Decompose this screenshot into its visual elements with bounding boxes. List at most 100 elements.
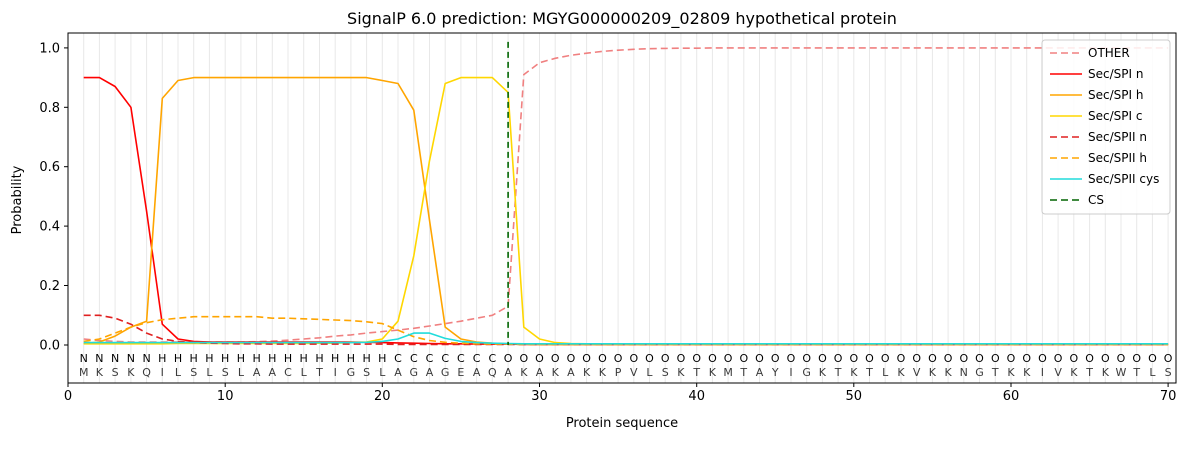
region-letter: O <box>755 352 764 365</box>
region-letter: O <box>787 352 796 365</box>
series-line-sec-spi-n <box>83 76 1169 346</box>
region-letter: O <box>849 352 858 365</box>
region-letter: O <box>519 352 528 365</box>
region-letter: O <box>661 352 670 365</box>
x-axis-label: Protein sequence <box>566 416 678 431</box>
region-letter: O <box>818 352 827 365</box>
series-line-sec-spii-cys <box>83 332 1169 345</box>
residue-letter: A <box>756 366 764 379</box>
region-letter: O <box>1022 352 1031 365</box>
y-tick-label: 0.2 <box>39 279 60 294</box>
residue-letter: L <box>175 366 182 379</box>
region-letter: C <box>473 352 481 365</box>
y-tick-label: 0.0 <box>39 339 60 354</box>
residue-letter: A <box>253 366 261 379</box>
residue-letter: K <box>552 366 560 379</box>
residue-letter: C <box>284 366 292 379</box>
region-letter: O <box>928 352 937 365</box>
region-letter: O <box>692 352 701 365</box>
legend-item-label: Sec/SPI n <box>1088 67 1143 81</box>
x-tick-label: 30 <box>531 389 548 404</box>
region-letter: O <box>1038 352 1047 365</box>
region-letter: H <box>284 352 292 365</box>
region-letter: O <box>708 352 717 365</box>
residue-letter: A <box>426 366 434 379</box>
region-letter: C <box>457 352 465 365</box>
region-letter: H <box>158 352 166 365</box>
region-letter: O <box>1069 352 1078 365</box>
residue-letter: L <box>238 366 245 379</box>
region-letter: O <box>1148 352 1157 365</box>
region-letter: H <box>237 352 245 365</box>
series-line-sec-spi-h <box>83 76 1169 346</box>
residue-letter: W <box>1116 366 1127 379</box>
residue-letter: T <box>865 366 873 379</box>
y-axis-label: Probability <box>10 165 25 234</box>
residue-letter: I <box>334 366 337 379</box>
legend-box <box>1041 39 1171 215</box>
region-letter: O <box>677 352 686 365</box>
region-letter: O <box>724 352 733 365</box>
residue-letter: Q <box>488 366 497 379</box>
residue-letter: V <box>1054 366 1062 379</box>
legend-item-label: Sec/SPII h <box>1088 151 1147 165</box>
x-tick-label: 60 <box>1003 389 1020 404</box>
region-letter: O <box>1164 352 1173 365</box>
region-letter: H <box>252 352 260 365</box>
residue-letter: A <box>473 366 481 379</box>
region-letter: O <box>771 352 780 365</box>
sequence-letter-rows: NMNKNSNKNQHIHLHSHLHSHLHAHAHCHLHTHIHGHSHL… <box>79 352 1173 379</box>
region-letter: O <box>598 352 607 365</box>
residue-letter: K <box>520 366 528 379</box>
residue-letter: G <box>410 366 419 379</box>
residue-letter: K <box>127 366 135 379</box>
region-letter: H <box>268 352 276 365</box>
residue-letter: N <box>960 366 968 379</box>
residue-letter: S <box>190 366 197 379</box>
residue-letter: T <box>692 366 700 379</box>
residue-letter: I <box>789 366 792 379</box>
residue-letter: L <box>379 366 386 379</box>
residue-letter: S <box>222 366 229 379</box>
plot-title: SignalP 6.0 prediction: MGYG000000209_02… <box>347 9 897 29</box>
y-tick-label: 1.0 <box>39 41 60 56</box>
residue-letter: S <box>363 366 370 379</box>
residue-letter: P <box>615 366 622 379</box>
region-letter: O <box>567 352 576 365</box>
region-letter: O <box>504 352 513 365</box>
region-letter: H <box>205 352 213 365</box>
residue-letter: S <box>1165 366 1172 379</box>
gridlines <box>83 33 1169 383</box>
residue-letter: K <box>1007 366 1015 379</box>
x-tick-label: 50 <box>846 389 863 404</box>
region-letter: H <box>174 352 182 365</box>
x-tick-label: 20 <box>374 389 391 404</box>
x-tick-label: 0 <box>64 389 72 404</box>
y-tick-label: 0.4 <box>39 220 60 235</box>
residue-letter: A <box>504 366 512 379</box>
region-letter: N <box>142 352 150 365</box>
region-letter: N <box>111 352 119 365</box>
residue-letter: K <box>819 366 827 379</box>
residue-letter: K <box>677 366 685 379</box>
residue-letter: V <box>630 366 638 379</box>
residue-letter: L <box>206 366 213 379</box>
region-letter: N <box>127 352 135 365</box>
region-letter: O <box>975 352 984 365</box>
region-letter: O <box>1007 352 1016 365</box>
residue-letter: K <box>599 366 607 379</box>
region-letter: C <box>441 352 449 365</box>
legend: OTHER Sec/SPI n Sec/SPI h Sec/SPI c Sec/SPII… <box>1041 39 1171 215</box>
legend-item-label: Sec/SPI c <box>1088 109 1142 123</box>
residue-letter: E <box>457 366 464 379</box>
region-letter: O <box>1101 352 1110 365</box>
region-letter: O <box>991 352 1000 365</box>
region-letter: H <box>315 352 323 365</box>
residue-letter: Q <box>142 366 151 379</box>
region-letter: O <box>614 352 623 365</box>
region-letter: O <box>897 352 906 365</box>
series-line-other <box>83 47 1169 343</box>
x-tick-label: 40 <box>688 389 705 404</box>
region-letter: O <box>629 352 638 365</box>
region-letter: H <box>300 352 308 365</box>
